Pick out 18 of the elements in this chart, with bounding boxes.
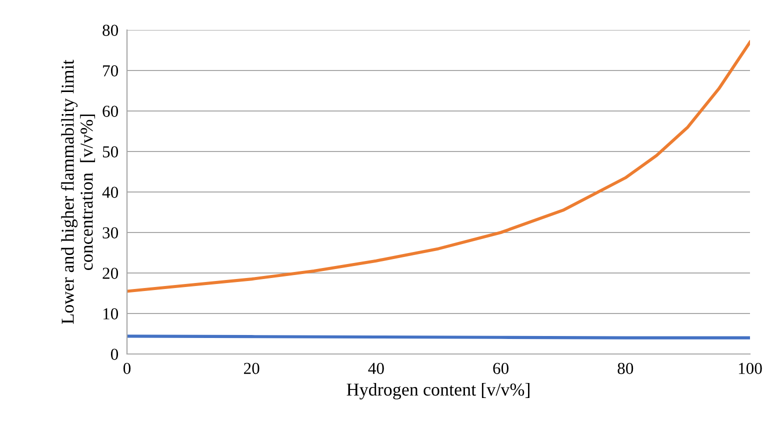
x-axis-title: Hydrogen content [v/v%] bbox=[346, 383, 530, 400]
x-tick-label: 60 bbox=[493, 362, 508, 374]
y-tick-label: 80 bbox=[102, 24, 118, 36]
y-tick-label: 40 bbox=[102, 186, 118, 198]
x-tick-label: 0 bbox=[123, 362, 131, 374]
y-tick-label: 60 bbox=[102, 106, 118, 117]
y-tick-label: 70 bbox=[103, 65, 118, 76]
y-axis-title: Lower and higher flammability limit concentration [v/v%] bbox=[60, 60, 96, 324]
y-tick-label: 30 bbox=[102, 227, 118, 238]
y-tick-label: 0 bbox=[110, 348, 118, 360]
y-tick-label: 20 bbox=[102, 268, 118, 279]
line-series bbox=[127, 40, 750, 293]
y-tick-label: 50 bbox=[102, 146, 118, 158]
y-tick-label: 10 bbox=[103, 308, 118, 320]
x-tick-label: 40 bbox=[368, 362, 384, 374]
x-tick-label: 80 bbox=[618, 362, 634, 374]
x-tick-label: 100 bbox=[738, 362, 762, 374]
x-tick-label: 20 bbox=[244, 362, 260, 374]
